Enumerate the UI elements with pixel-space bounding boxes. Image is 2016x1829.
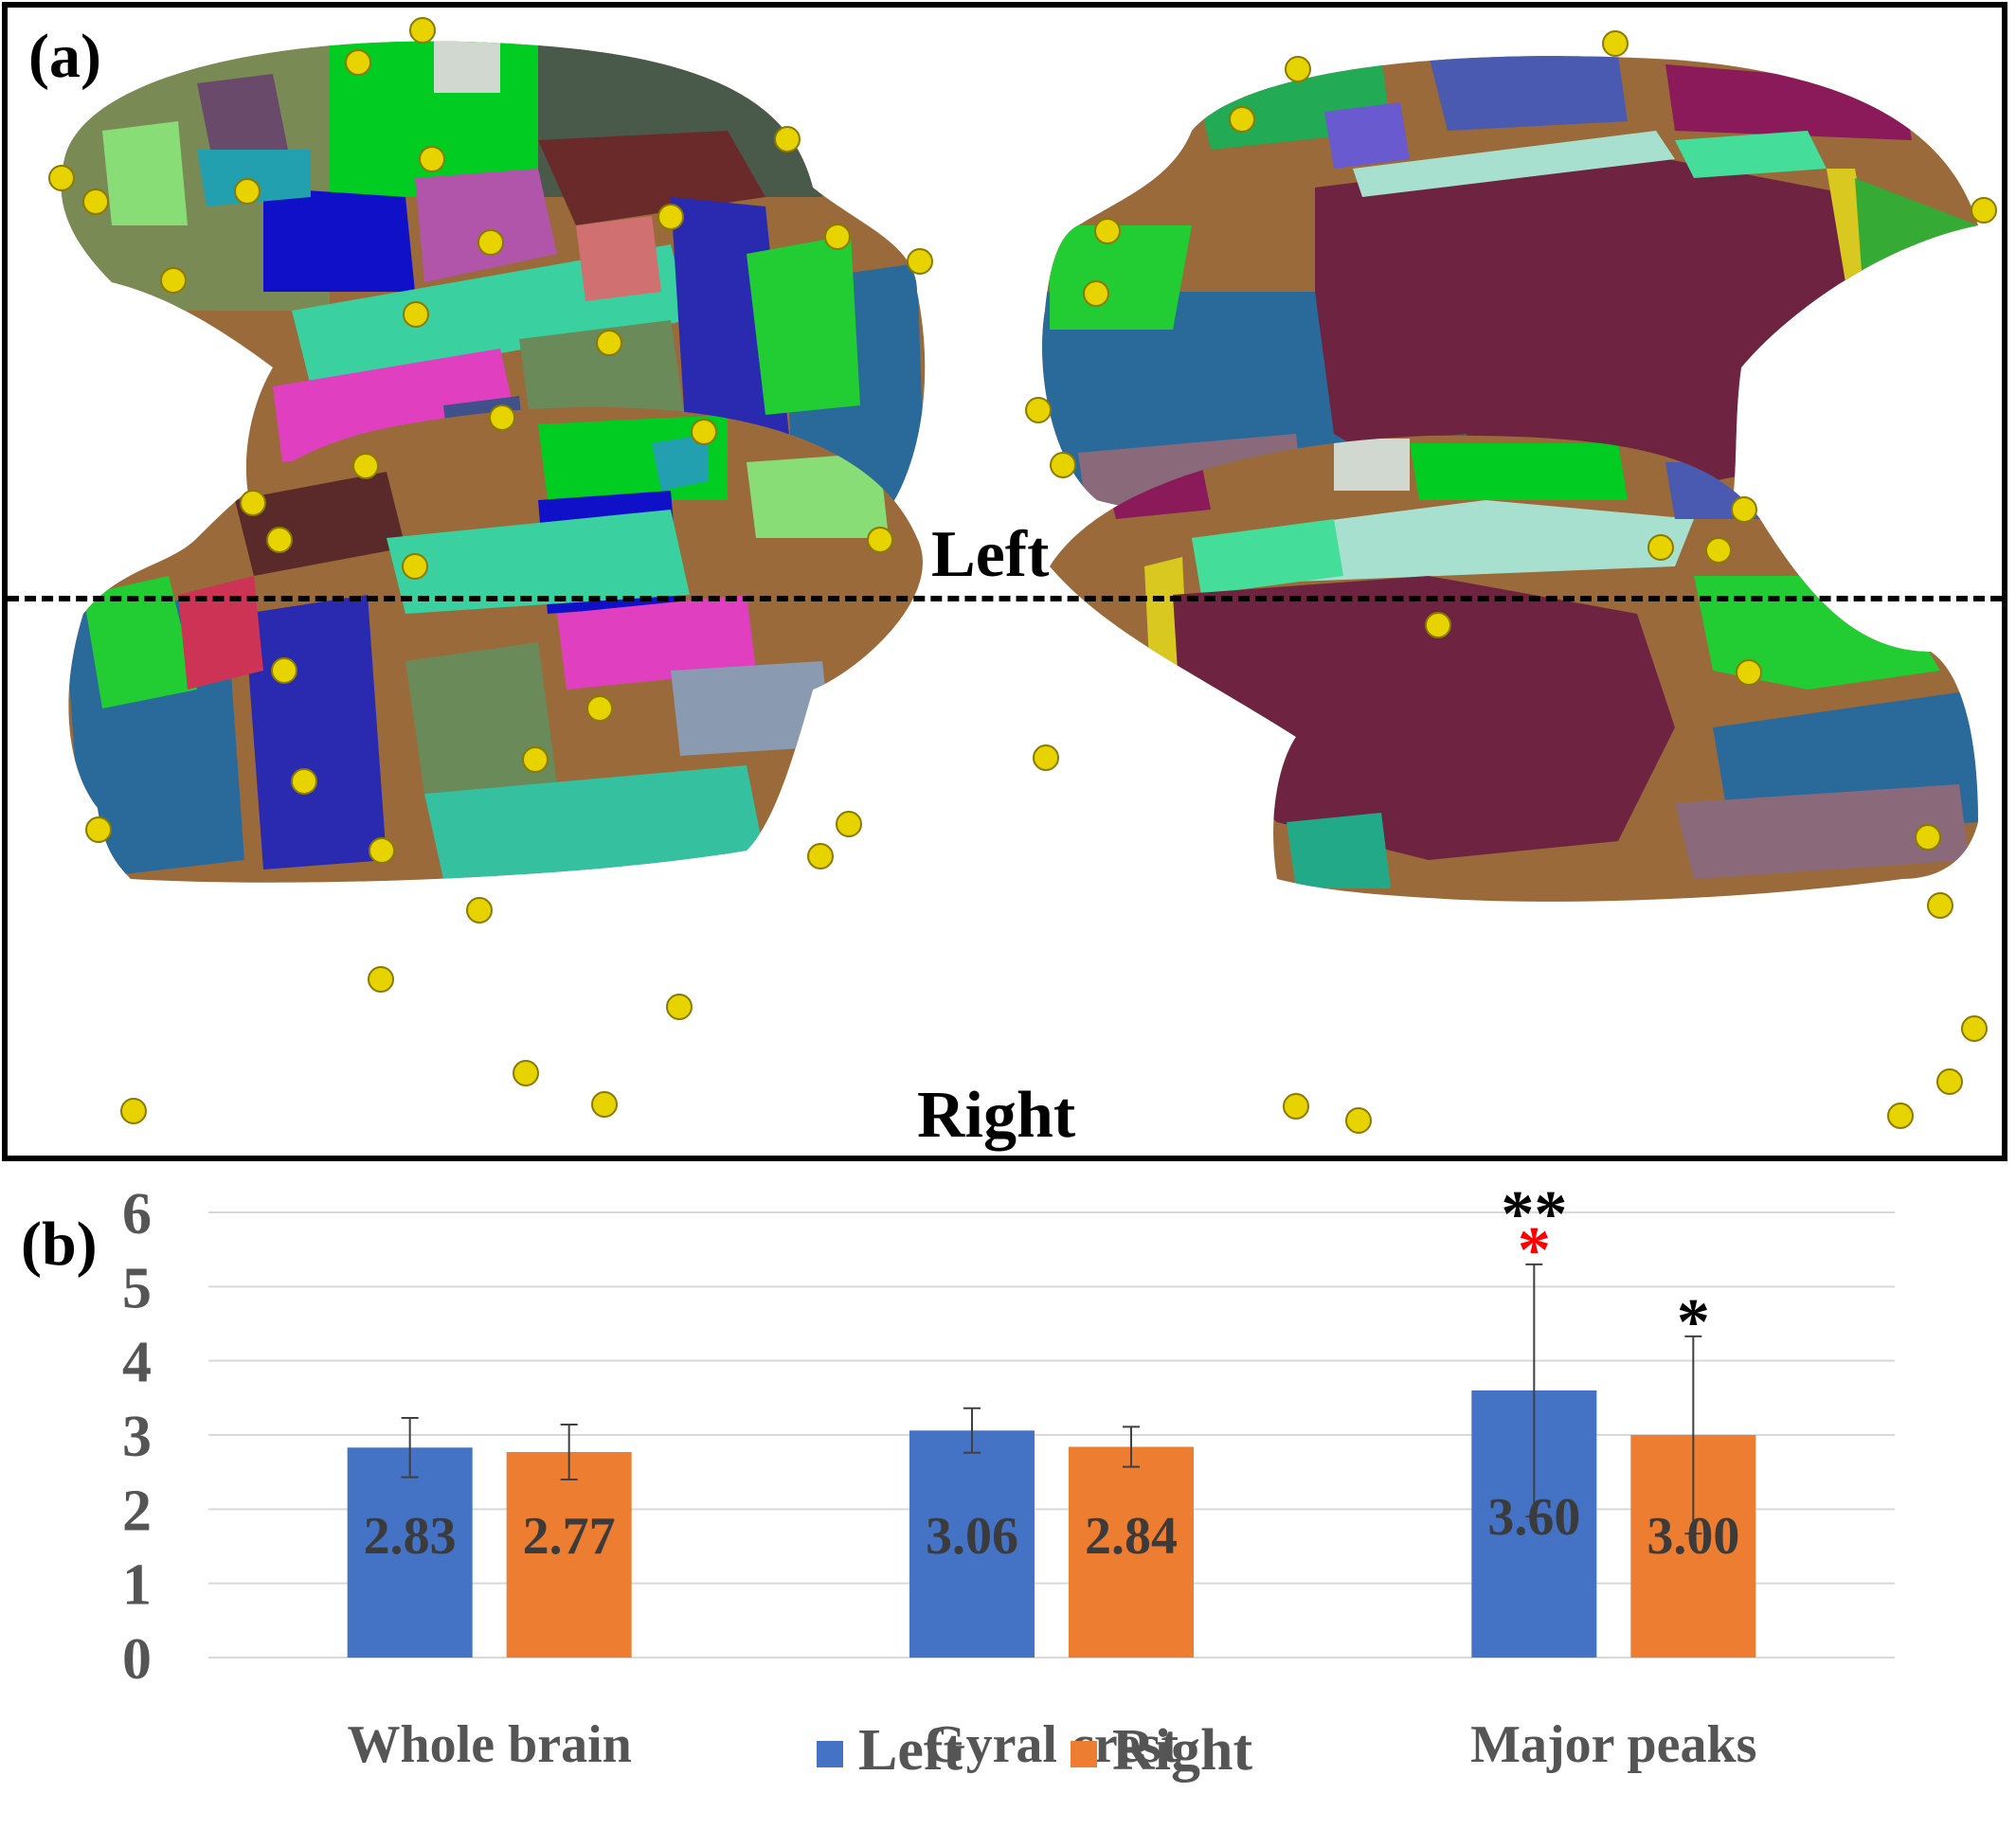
x-category-label: Gyral crest <box>925 1715 1179 1774</box>
legend-label-left: Left <box>858 1718 963 1783</box>
panel-a-surface-renderings: (a) Left Right <box>2 2 2007 1161</box>
brain-surfaces <box>48 17 1997 1134</box>
right-medial-hemisphere <box>1050 435 1978 902</box>
error-bars <box>401 1263 1702 1535</box>
x-category-label: Whole brain <box>348 1715 632 1774</box>
row-label-left: Left <box>931 518 1050 591</box>
y-tick-label: 1 <box>122 1553 152 1618</box>
y-tick-label: 6 <box>122 1182 152 1246</box>
bar-right <box>506 1452 632 1658</box>
legend-label-right: Right <box>1112 1718 1252 1783</box>
gridlines <box>208 1211 1895 1659</box>
significance-mark: ** <box>1501 1178 1567 1251</box>
bar-left <box>347 1447 473 1658</box>
y-tick-label: 3 <box>122 1405 152 1469</box>
y-tick-label: 4 <box>122 1331 152 1395</box>
y-tick-label: 0 <box>122 1627 152 1692</box>
panel-a-letter: (a) <box>28 22 101 91</box>
legend-swatch-left <box>817 1741 843 1767</box>
bar-value-label: 2.83 <box>364 1507 457 1566</box>
right-lateral-hemisphere <box>68 406 923 883</box>
significance-marks: **** <box>1501 1178 1710 1359</box>
bar-value-label: 2.77 <box>523 1507 616 1566</box>
y-tick-label: 2 <box>122 1479 152 1543</box>
significance-mark: * <box>1677 1286 1710 1359</box>
bar-value-label: 3.06 <box>926 1507 1018 1566</box>
panel-b-letter: (b) <box>21 1210 98 1279</box>
row-divider <box>8 596 2002 601</box>
row-label-right: Right <box>917 1079 1076 1152</box>
y-tick-label: 5 <box>122 1256 152 1320</box>
legend-swatch-right <box>1071 1741 1097 1767</box>
x-category-labels: Whole brain Gyral crest Major peaks <box>348 1715 1757 1774</box>
peak-markers <box>48 17 1997 1134</box>
bar-value-labels: 2.83 2.77 3.06 2.84 3.60 3.00 <box>364 1488 1740 1566</box>
bar-right <box>1069 1446 1194 1658</box>
x-category-label: Major peaks <box>1470 1715 1756 1774</box>
bar-left <box>909 1430 1035 1658</box>
legend: Left Right <box>817 1718 1252 1783</box>
bar-value-label: 3.60 <box>1487 1488 1580 1547</box>
significance-mark: * <box>1518 1214 1551 1287</box>
bars <box>347 1390 1756 1658</box>
bar-value-label: 2.84 <box>1085 1507 1178 1566</box>
bar-value-label: 3.00 <box>1647 1507 1739 1566</box>
y-tick-labels: 0 1 2 3 4 5 6 <box>122 1182 152 1692</box>
